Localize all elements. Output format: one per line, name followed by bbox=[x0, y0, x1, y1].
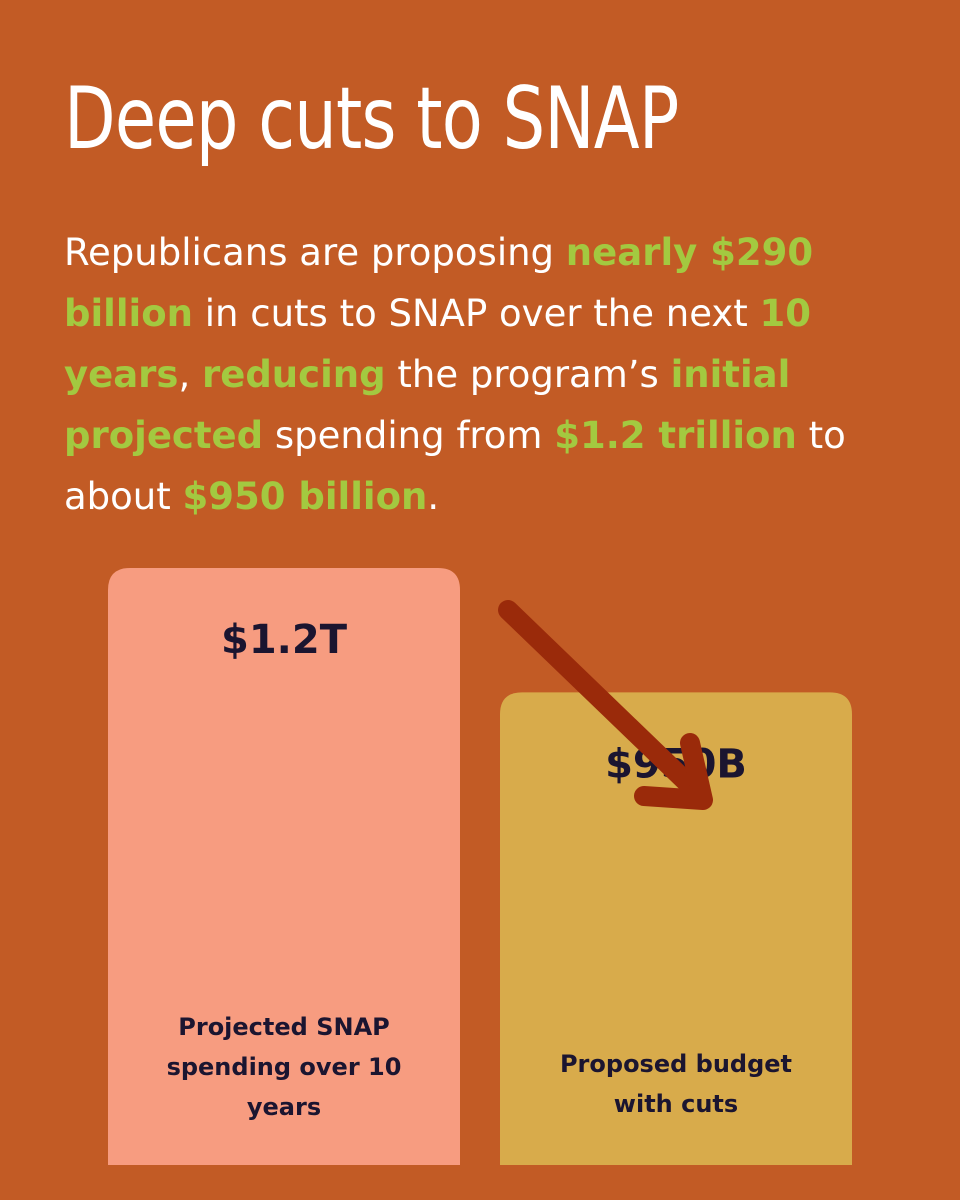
intro-highlight: initial projected bbox=[64, 353, 791, 457]
intro-highlight: nearly $290 billion bbox=[64, 231, 814, 335]
bar-value-label: $1.2T bbox=[221, 617, 348, 663]
bar-category-label: Projected SNAP bbox=[178, 1013, 389, 1041]
bar-group-1: $1.2T Projected SNAP spending over 10 years bbox=[108, 568, 460, 1165]
intro-highlight: $1.2 trillion bbox=[554, 414, 797, 457]
intro-paragraph: Republicans are proposing nearly $290 bi… bbox=[64, 222, 934, 527]
intro-text: to about bbox=[64, 414, 846, 518]
bar-category-label: years bbox=[247, 1093, 321, 1121]
intro-text: . bbox=[427, 475, 440, 518]
intro-text: spending from bbox=[263, 414, 555, 457]
page-title: Deep cuts to SNAP bbox=[64, 69, 679, 169]
bar-category-label: Proposed budget bbox=[560, 1050, 792, 1078]
bar-category-label: with cuts bbox=[614, 1090, 738, 1118]
decrease-arrow-icon bbox=[498, 600, 713, 810]
intro-highlight: $950 billion bbox=[182, 475, 428, 518]
bar-2 bbox=[500, 692, 852, 1165]
intro-highlight: 10 years bbox=[64, 292, 812, 396]
intro-highlight: reducing bbox=[201, 353, 386, 396]
intro-text: the program’s bbox=[385, 353, 671, 396]
bar-category-label: spending over 10 bbox=[167, 1053, 402, 1081]
bar-1 bbox=[108, 568, 460, 1165]
intro-text: Republicans are proposing bbox=[64, 231, 566, 274]
intro-text: , bbox=[178, 353, 202, 396]
intro-text: in cuts to SNAP over the next bbox=[192, 292, 760, 335]
